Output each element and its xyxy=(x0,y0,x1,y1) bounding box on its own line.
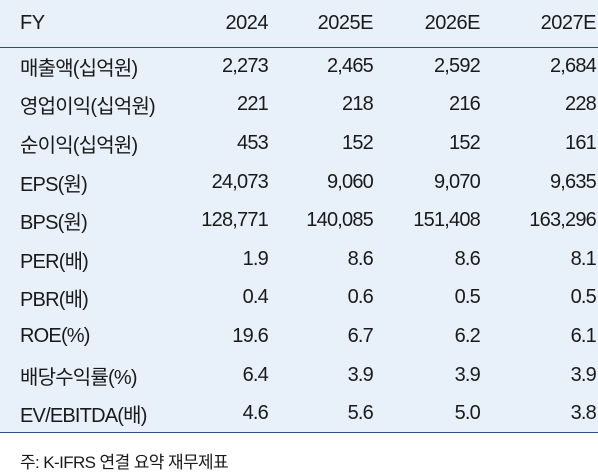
table-cell: 453 xyxy=(237,131,269,154)
row-label: EPS(원) xyxy=(20,173,88,196)
table-cell: 221 xyxy=(237,93,269,116)
table-row: ROE(%) 19.6 6.7 6.2 6.1 xyxy=(0,317,598,356)
row-label: EV/EBITDA(배) xyxy=(0,394,198,434)
table-cell: 140,085 xyxy=(306,209,374,232)
table-row: 영업이익(십억원) 221 218 216 228 xyxy=(0,86,598,125)
table-row: EV/EBITDA(배) 4.6 5.6 5.0 3.8 xyxy=(0,394,598,434)
header-year-2027e: 2027E xyxy=(482,0,598,48)
table-row: 순이익(십억원) 453 152 152 161 xyxy=(0,124,598,163)
table-cell: 128,771 xyxy=(201,209,269,232)
table-cell: 6.2 xyxy=(454,324,481,347)
row-label: 매출액(십억원) xyxy=(20,58,138,81)
financial-table: FY 2024 2025E 2026E 2027E 매출액(십억원) 2,273 2… xyxy=(0,0,598,434)
table-cell: 228 xyxy=(565,93,597,116)
row-label: 순이익(십억원) xyxy=(20,134,138,157)
row-label: BPS(원) xyxy=(20,212,88,235)
table-cell: 0.4 xyxy=(242,286,269,309)
table-cell: 0.6 xyxy=(347,286,374,309)
table-cell: 152 xyxy=(342,131,374,154)
table-cell: 3.9 xyxy=(347,363,374,386)
table-cell: 2,592 xyxy=(433,55,481,78)
table-cell: 161 xyxy=(565,131,597,154)
table-cell: 4.6 xyxy=(198,394,270,434)
table-row: EPS(원) 24,073 9,060 9,070 9,635 xyxy=(0,163,598,202)
row-label: ROE(%) xyxy=(20,324,90,347)
header-year-2024: 2024 xyxy=(198,0,270,48)
table-cell: 2,684 xyxy=(549,55,597,78)
row-label: PBR(배) xyxy=(20,289,89,312)
table-cell: 3.9 xyxy=(454,363,481,386)
table-row: 배당수익률(%) 6.4 3.9 3.9 3.9 xyxy=(0,356,598,395)
table-row: PER(배) 1.9 8.6 8.6 8.1 xyxy=(0,240,598,279)
row-label: PER(배) xyxy=(20,250,89,273)
table-cell: 0.5 xyxy=(454,286,481,309)
table-cell: 3.8 xyxy=(482,394,598,434)
table-row: 매출액(십억원) 2,273 2,465 2,592 2,684 xyxy=(0,47,598,86)
table-row: BPS(원) 128,771 140,085 151,408 163,296 xyxy=(0,201,598,240)
header-year-2026e: 2026E xyxy=(375,0,482,48)
table-cell: 19.6 xyxy=(232,324,269,347)
table-cell: 9,060 xyxy=(326,170,374,193)
row-label: 영업이익(십억원) xyxy=(20,96,156,119)
table-cell: 1.9 xyxy=(242,247,269,270)
table-cell: 0.5 xyxy=(570,286,597,309)
header-fy: FY xyxy=(0,0,198,48)
table-cell: 9,635 xyxy=(549,170,597,193)
table-cell: 3.9 xyxy=(570,363,597,386)
table-row: PBR(배) 0.4 0.6 0.5 0.5 xyxy=(0,279,598,318)
table-cell: 8.6 xyxy=(347,247,374,270)
table-cell: 152 xyxy=(449,131,481,154)
table-cell: 5.0 xyxy=(375,394,482,434)
table-cell: 2,273 xyxy=(221,55,269,78)
table-cell: 24,073 xyxy=(211,170,269,193)
table-cell: 6.1 xyxy=(570,324,597,347)
row-label: 배당수익률(%) xyxy=(20,366,138,389)
table-cell: 6.7 xyxy=(347,324,374,347)
table-cell: 2,465 xyxy=(326,55,374,78)
table-cell: 216 xyxy=(449,93,481,116)
table-cell: 151,408 xyxy=(413,209,481,232)
footnote: 주: K-IFRS 연결 요약 재무제표 xyxy=(20,453,229,472)
table-cell: 9,070 xyxy=(433,170,481,193)
table-cell: 8.1 xyxy=(570,247,597,270)
header-row: FY 2024 2025E 2026E 2027E xyxy=(0,0,598,48)
table-cell: 6.4 xyxy=(242,363,269,386)
header-year-2025e: 2025E xyxy=(270,0,375,48)
table-cell: 163,296 xyxy=(529,209,597,232)
table-cell: 8.6 xyxy=(454,247,481,270)
table-cell: 5.6 xyxy=(270,394,375,434)
table-cell: 218 xyxy=(342,93,374,116)
